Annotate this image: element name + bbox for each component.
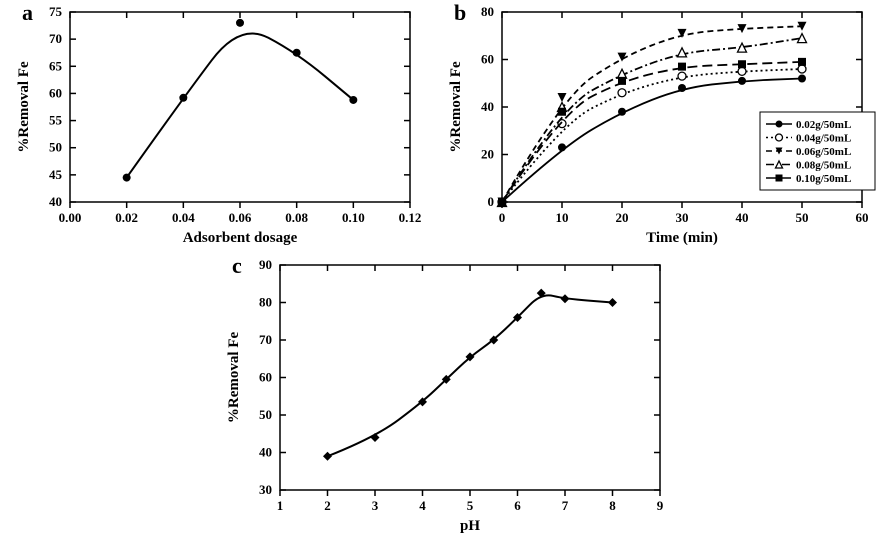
series-line	[502, 26, 802, 202]
svg-text:80: 80	[481, 4, 494, 19]
svg-text:90: 90	[259, 257, 272, 272]
svg-text:30: 30	[259, 482, 272, 497]
svg-text:50: 50	[259, 407, 272, 422]
svg-text:20: 20	[616, 210, 629, 225]
svg-text:0.04g/50mL: 0.04g/50mL	[796, 133, 851, 145]
svg-text:70: 70	[49, 31, 62, 46]
svg-text:0.06g/50mL: 0.06g/50mL	[796, 146, 851, 158]
svg-text:5: 5	[467, 498, 474, 513]
svg-text:30: 30	[676, 210, 689, 225]
svg-text:10: 10	[556, 210, 569, 225]
ylabel: %Removal Fe	[226, 332, 242, 424]
svg-text:50: 50	[49, 140, 62, 155]
panel-c: 1 2 3 4 5 6 7 8 9 30 40 50 60 70 80 90 pH %Removal Fe c	[226, 253, 664, 534]
panel-b: 0 10 20 30 40 50 60 0 20 40 60 80 Time (min) %Removal…	[448, 0, 875, 246]
figure-root: 0.000.020.040.060.080.100.12404550556065…	[0, 0, 885, 549]
panel-label: c	[232, 253, 242, 278]
svg-text:0.02: 0.02	[115, 210, 138, 225]
figure-svg: 0.000.020.040.060.080.100.12404550556065…	[0, 0, 885, 549]
ylabel: %Removal Fe	[448, 61, 464, 153]
series-line	[502, 38, 802, 202]
xlabel: Time (min)	[646, 230, 718, 246]
svg-text:70: 70	[259, 332, 272, 347]
svg-text:0.04: 0.04	[172, 210, 195, 225]
svg-text:0.08: 0.08	[285, 210, 308, 225]
svg-text:60: 60	[856, 210, 869, 225]
svg-text:3: 3	[372, 498, 379, 513]
xlabel: Adsorbent dosage	[183, 230, 298, 246]
ylabel: %Removal Fe	[16, 61, 32, 153]
svg-text:0.10: 0.10	[342, 210, 365, 225]
svg-text:80: 80	[259, 295, 272, 310]
svg-text:65: 65	[49, 58, 63, 73]
panel-label: b	[454, 0, 466, 25]
svg-text:50: 50	[796, 210, 809, 225]
series-line	[502, 62, 802, 202]
svg-text:6: 6	[514, 498, 521, 513]
svg-text:0: 0	[499, 210, 506, 225]
plot-frame	[280, 265, 660, 490]
series-line	[328, 295, 613, 456]
svg-text:0.06: 0.06	[229, 210, 252, 225]
svg-text:2: 2	[324, 498, 331, 513]
svg-text:40: 40	[736, 210, 749, 225]
svg-text:20: 20	[481, 147, 494, 162]
panel-a: 0.00 0.02 0.04 0.06 0.08 0.10 0.12 40 45 50 55 60 65…	[16, 0, 421, 246]
svg-text:60: 60	[49, 85, 62, 100]
svg-text:7: 7	[562, 498, 569, 513]
plot-frame	[70, 12, 410, 202]
svg-text:0.12: 0.12	[399, 210, 422, 225]
svg-text:75: 75	[49, 4, 63, 19]
svg-text:9: 9	[657, 498, 664, 513]
svg-text:0.02g/50mL: 0.02g/50mL	[796, 119, 851, 131]
svg-text:0.00: 0.00	[59, 210, 82, 225]
svg-text:8: 8	[609, 498, 616, 513]
svg-text:1: 1	[277, 498, 284, 513]
svg-text:40: 40	[49, 194, 62, 209]
svg-text:0.08g/50mL: 0.08g/50mL	[796, 160, 851, 172]
svg-text:40: 40	[481, 99, 494, 114]
svg-text:0: 0	[488, 194, 495, 209]
svg-text:40: 40	[259, 445, 272, 460]
series-line	[127, 34, 354, 178]
svg-text:55: 55	[49, 113, 63, 128]
svg-text:45: 45	[49, 167, 63, 182]
svg-text:0.10g/50mL: 0.10g/50mL	[796, 173, 851, 185]
legend: 0.02g/50mL 0.04g/50mL0.06g/50mL 0.08g/50mL…	[760, 112, 875, 190]
svg-text:60: 60	[481, 52, 494, 67]
panel-label: a	[22, 0, 33, 25]
svg-text:4: 4	[419, 498, 426, 513]
svg-text:60: 60	[259, 370, 272, 385]
xlabel: pH	[460, 518, 480, 534]
